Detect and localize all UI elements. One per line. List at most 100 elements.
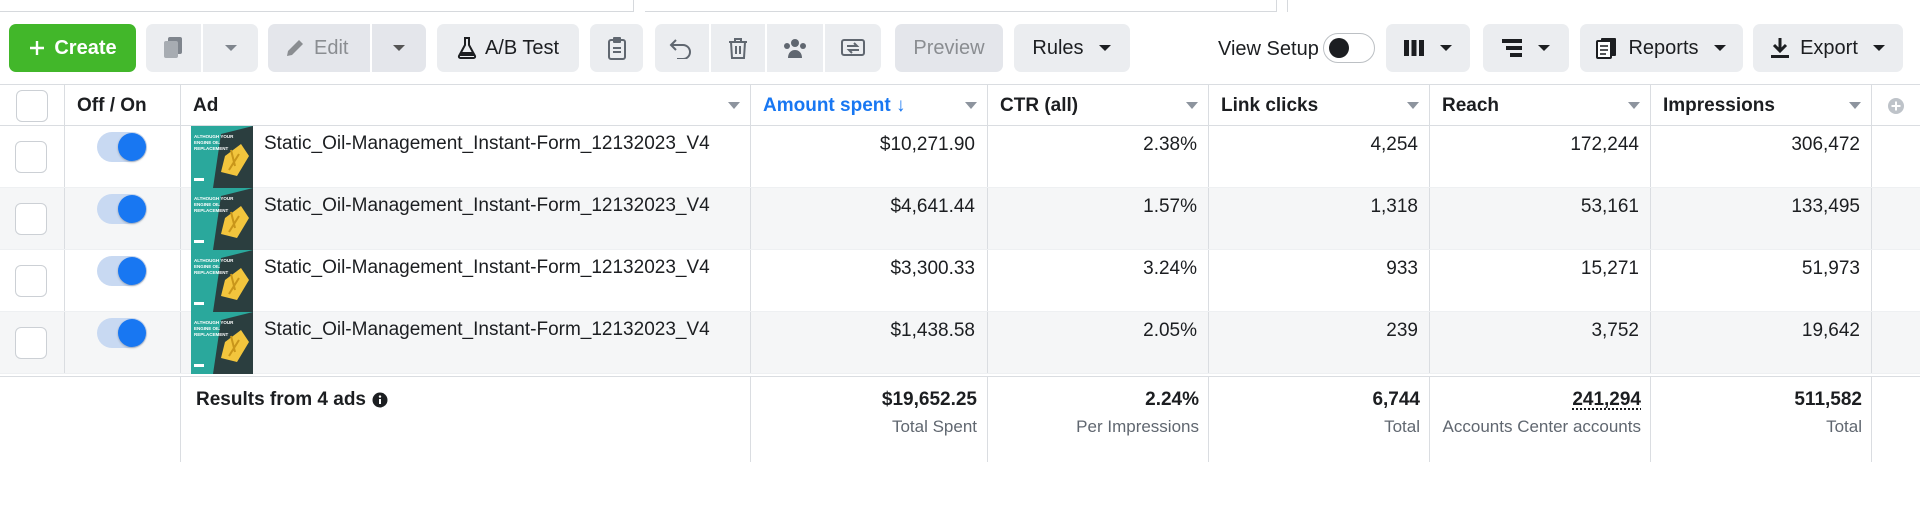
col-divider — [1650, 312, 1651, 373]
delete-button[interactable] — [711, 24, 765, 72]
header-off-on-label: Off / On — [77, 95, 147, 116]
duplicate-dropdown-button[interactable] — [203, 24, 258, 72]
view-setup-toggle-knob — [1329, 38, 1349, 58]
export-button[interactable]: Export — [1753, 24, 1903, 72]
cell-reach: 53,161 — [1580, 196, 1639, 217]
svg-text:ENGINE OIL: ENGINE OIL — [194, 202, 220, 207]
row-checkbox[interactable] — [15, 141, 47, 173]
header-amount-spent[interactable]: Amount spent ↓ — [750, 85, 987, 127]
rules-button[interactable]: Rules — [1014, 24, 1130, 72]
ad-name[interactable]: Static_Oil-Management_Instant-Form_12132… — [264, 195, 710, 216]
cell-reach: 3,752 — [1591, 320, 1639, 341]
col-divider — [1429, 312, 1430, 373]
breakdown-button[interactable] — [1483, 24, 1569, 72]
summary-label: Results from 4 ads — [196, 389, 366, 410]
ad-status-toggle[interactable] — [97, 318, 147, 348]
cell-link-clicks: 239 — [1386, 320, 1418, 341]
ad-thumbnail[interactable]: ALTHOUGH YOUR ENGINE OIL REPLACEMENT — [191, 250, 253, 312]
ad-name[interactable]: Static_Oil-Management_Instant-Form_12132… — [264, 133, 710, 154]
col-divider — [750, 250, 751, 311]
chevron-down-icon — [1872, 45, 1885, 51]
svg-text:ALTHOUGH YOUR: ALTHOUGH YOUR — [194, 134, 234, 139]
summary-reach-sub: Accounts Center accounts — [1442, 417, 1641, 436]
duplicate-icon — [164, 37, 182, 58]
rules-label: Rules — [1032, 36, 1084, 59]
col-divider — [987, 250, 988, 311]
view-setup-toggle[interactable] — [1323, 33, 1375, 63]
ad-name[interactable]: Static_Oil-Management_Instant-Form_12132… — [264, 319, 710, 340]
header-impressions-label: Impressions — [1663, 95, 1775, 116]
header-ctr-label: CTR (all) — [1000, 95, 1079, 116]
summary-impressions-sub: Total — [1826, 417, 1862, 436]
col-divider — [180, 250, 181, 311]
columns-button[interactable] — [1386, 24, 1470, 72]
sort-caret-icon — [965, 102, 977, 109]
svg-text:ALTHOUGH YOUR: ALTHOUGH YOUR — [194, 196, 234, 201]
clipboard-button[interactable] — [590, 24, 643, 72]
col-divider — [1429, 188, 1430, 249]
svg-text:ALTHOUGH YOUR: ALTHOUGH YOUR — [194, 258, 234, 263]
svg-text:REPLACEMENT: REPLACEMENT — [194, 332, 229, 337]
header-add-column[interactable] — [1871, 85, 1920, 127]
cell-ctr: 2.38% — [1143, 134, 1197, 155]
col-divider — [987, 377, 988, 462]
col-divider — [180, 312, 181, 373]
view-setup-label: View Setup — [1218, 38, 1319, 60]
ad-thumbnail[interactable]: ALTHOUGH YOUR ENGINE OIL REPLACEMENT — [191, 312, 253, 374]
col-divider — [64, 312, 65, 373]
ad-thumbnail[interactable]: ALTHOUGH YOUR ENGINE OIL REPLACEMENT — [191, 188, 253, 250]
ad-status-toggle-knob — [118, 133, 146, 161]
sort-caret-icon — [1407, 102, 1419, 109]
row-checkbox[interactable] — [15, 265, 47, 297]
ad-status-toggle[interactable] — [97, 256, 147, 286]
table-row[interactable]: ALTHOUGH YOUR ENGINE OIL REPLACEMENT Sta… — [0, 126, 1920, 188]
sort-caret-icon — [728, 102, 740, 109]
ad-status-toggle[interactable] — [97, 194, 147, 224]
col-divider — [1871, 188, 1872, 249]
edit-dropdown-button[interactable] — [372, 24, 426, 72]
col-divider — [1429, 126, 1430, 187]
table-row[interactable]: ALTHOUGH YOUR ENGINE OIL REPLACEMENT Sta… — [0, 250, 1920, 312]
cell-ctr: 3.24% — [1143, 258, 1197, 279]
toolbar: Create Edit A/B Test Preview Rules — [0, 24, 1920, 74]
row-checkbox[interactable] — [15, 203, 47, 235]
summary-impressions: 511,582 — [1794, 389, 1862, 410]
svg-text:REPLACEMENT: REPLACEMENT — [194, 270, 229, 275]
col-divider — [987, 126, 988, 187]
row-checkbox[interactable] — [15, 327, 47, 359]
col-divider — [1650, 377, 1651, 462]
header-reach[interactable]: Reach — [1429, 85, 1650, 127]
table-row[interactable]: ALTHOUGH YOUR ENGINE OIL REPLACEMENT Sta… — [0, 188, 1920, 250]
summary-link-clicks-sub: Total — [1384, 417, 1420, 436]
sort-caret-icon — [1186, 102, 1198, 109]
download-icon — [1771, 38, 1790, 58]
reports-button[interactable]: Reports — [1580, 24, 1743, 72]
ad-status-toggle[interactable] — [97, 132, 147, 162]
header-ad[interactable]: Ad — [180, 85, 750, 127]
ad-name[interactable]: Static_Oil-Management_Instant-Form_12132… — [264, 257, 710, 278]
col-divider — [1208, 377, 1209, 462]
header-link-clicks[interactable]: Link clicks — [1208, 85, 1429, 127]
swap-button[interactable] — [825, 24, 881, 72]
table-row[interactable]: ALTHOUGH YOUR ENGINE OIL REPLACEMENT Sta… — [0, 312, 1920, 374]
top-panel-fragment-3 — [1287, 0, 1288, 12]
select-all-checkbox[interactable] — [16, 90, 48, 122]
ab-test-button[interactable]: A/B Test — [437, 24, 579, 72]
header-ctr[interactable]: CTR (all) — [987, 85, 1208, 127]
create-button[interactable]: Create — [9, 24, 136, 72]
summary-ctr: 2.24% — [1145, 389, 1199, 410]
header-impressions[interactable]: Impressions — [1650, 85, 1871, 127]
info-icon[interactable] — [372, 392, 388, 408]
col-divider — [64, 188, 65, 249]
svg-text:ENGINE OIL: ENGINE OIL — [194, 264, 220, 269]
undo-icon — [669, 39, 691, 59]
ad-thumbnail[interactable]: ALTHOUGH YOUR ENGINE OIL REPLACEMENT — [191, 126, 253, 188]
cell-amount-spent: $4,641.44 — [890, 196, 975, 217]
summary-reach[interactable]: 241,294 — [1572, 389, 1641, 410]
people-button[interactable] — [767, 24, 823, 72]
preview-button[interactable]: Preview — [895, 24, 1003, 72]
col-divider — [987, 188, 988, 249]
chevron-down-icon — [1440, 45, 1452, 51]
svg-text:ENGINE OIL: ENGINE OIL — [194, 140, 220, 145]
cell-link-clicks: 933 — [1386, 258, 1418, 279]
